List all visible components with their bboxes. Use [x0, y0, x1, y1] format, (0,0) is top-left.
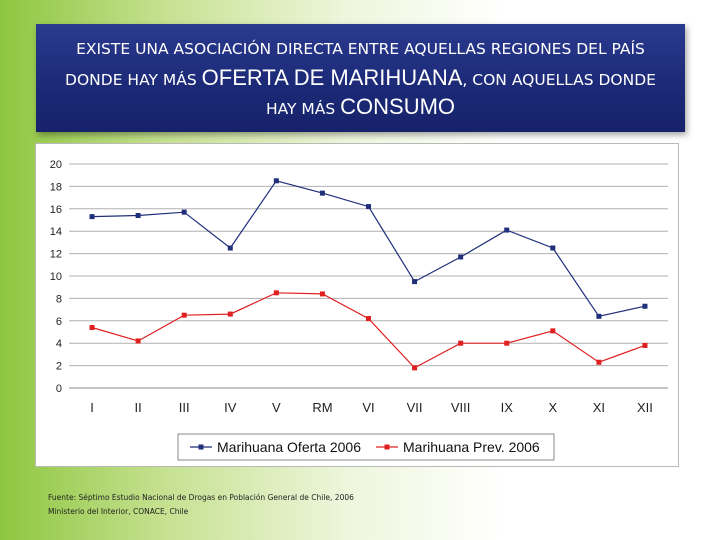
data-point [458, 340, 464, 346]
data-point [550, 245, 556, 251]
title-text-2a: DONDE HAY MÁS [65, 71, 197, 89]
title-banner: EXISTE UNA ASOCIACIÓN DIRECTA ENTRE AQUE… [36, 24, 685, 132]
data-point [89, 325, 95, 331]
x-tick-label: IX [501, 400, 514, 415]
x-tick-label: III [179, 400, 190, 415]
x-tick-label: XII [637, 400, 653, 415]
legend-box [177, 433, 555, 461]
legend-swatch-marker [198, 444, 204, 450]
data-point [181, 312, 187, 318]
y-tick-label: 14 [50, 226, 62, 238]
data-point [642, 303, 648, 309]
y-tick-label: 8 [56, 293, 62, 305]
data-point [181, 209, 187, 215]
y-tick-label: 18 [50, 181, 62, 193]
series-line-1 [91, 180, 646, 317]
x-tick-label: VII [407, 400, 423, 415]
data-point [227, 311, 233, 317]
data-point [366, 316, 371, 322]
data-point [596, 313, 602, 319]
y-tick-label: 20 [50, 159, 62, 171]
y-tick-label: 0 [56, 383, 62, 395]
data-point [458, 254, 464, 260]
x-tick-label: VI [362, 400, 374, 415]
title-text-2c: , CON AQUELLAS DONDE [462, 71, 656, 89]
legend-label: Marihuana Prev. 2006 [403, 439, 540, 455]
data-point [227, 245, 233, 251]
data-point [135, 213, 141, 219]
data-point [319, 190, 325, 196]
x-tick-label: II [134, 400, 141, 415]
title-text-3a: HAY MÁS [265, 100, 336, 118]
y-tick-label: 16 [50, 204, 62, 216]
data-point [596, 359, 602, 365]
series-line-2 [91, 292, 646, 369]
title-text-2b: OFERTA DE MARIHUANA [201, 65, 463, 90]
y-tick-label: 12 [50, 249, 62, 261]
x-tick-label: RM [312, 400, 332, 415]
data-point [89, 214, 95, 220]
chart-area: 0 2 4 6 8 10 12 14 16 18 20 I II III IV V RM VI VII VIII IX X… [35, 143, 679, 467]
x-tick-label: I [90, 400, 94, 415]
data-point [504, 227, 510, 233]
x-tick-label: VIII [451, 400, 471, 415]
legend-label: Marihuana Oferta 2006 [217, 439, 361, 455]
data-point [273, 178, 279, 184]
y-tick-label: 6 [56, 316, 62, 328]
data-point [135, 338, 141, 344]
data-point [412, 365, 418, 371]
x-tick-label: IV [224, 400, 237, 415]
title-text-1: EXISTE UNA ASOCIACIÓN DIRECTA ENTRE AQUE… [76, 40, 645, 58]
x-tick-label: V [272, 400, 281, 415]
data-point [550, 328, 556, 334]
footer-ministry: Ministerio del Interior, CONACE, Chile [48, 507, 189, 516]
x-tick-label: XI [593, 400, 605, 415]
title-text-3b: CONSUMO [340, 94, 456, 119]
data-point [273, 290, 279, 296]
data-point [504, 340, 510, 346]
title-line-3: HAY MÁS CONSUMO [36, 94, 685, 120]
x-tick-label: X [548, 400, 557, 415]
y-tick-label: 10 [50, 271, 62, 283]
legend-swatch-marker [384, 444, 390, 450]
y-tick-label: 2 [56, 361, 62, 373]
data-point [319, 291, 325, 297]
footer-source: Fuente: Séptimo Estudio Nacional de Drog… [48, 493, 354, 502]
y-tick-label: 4 [56, 338, 62, 350]
data-point [366, 204, 371, 210]
title-line-1: EXISTE UNA ASOCIACIÓN DIRECTA ENTRE AQUE… [36, 40, 685, 58]
data-point [412, 279, 418, 285]
title-line-2: DONDE HAY MÁS OFERTA DE MARIHUANA, CON A… [36, 65, 685, 91]
data-point [642, 342, 648, 348]
